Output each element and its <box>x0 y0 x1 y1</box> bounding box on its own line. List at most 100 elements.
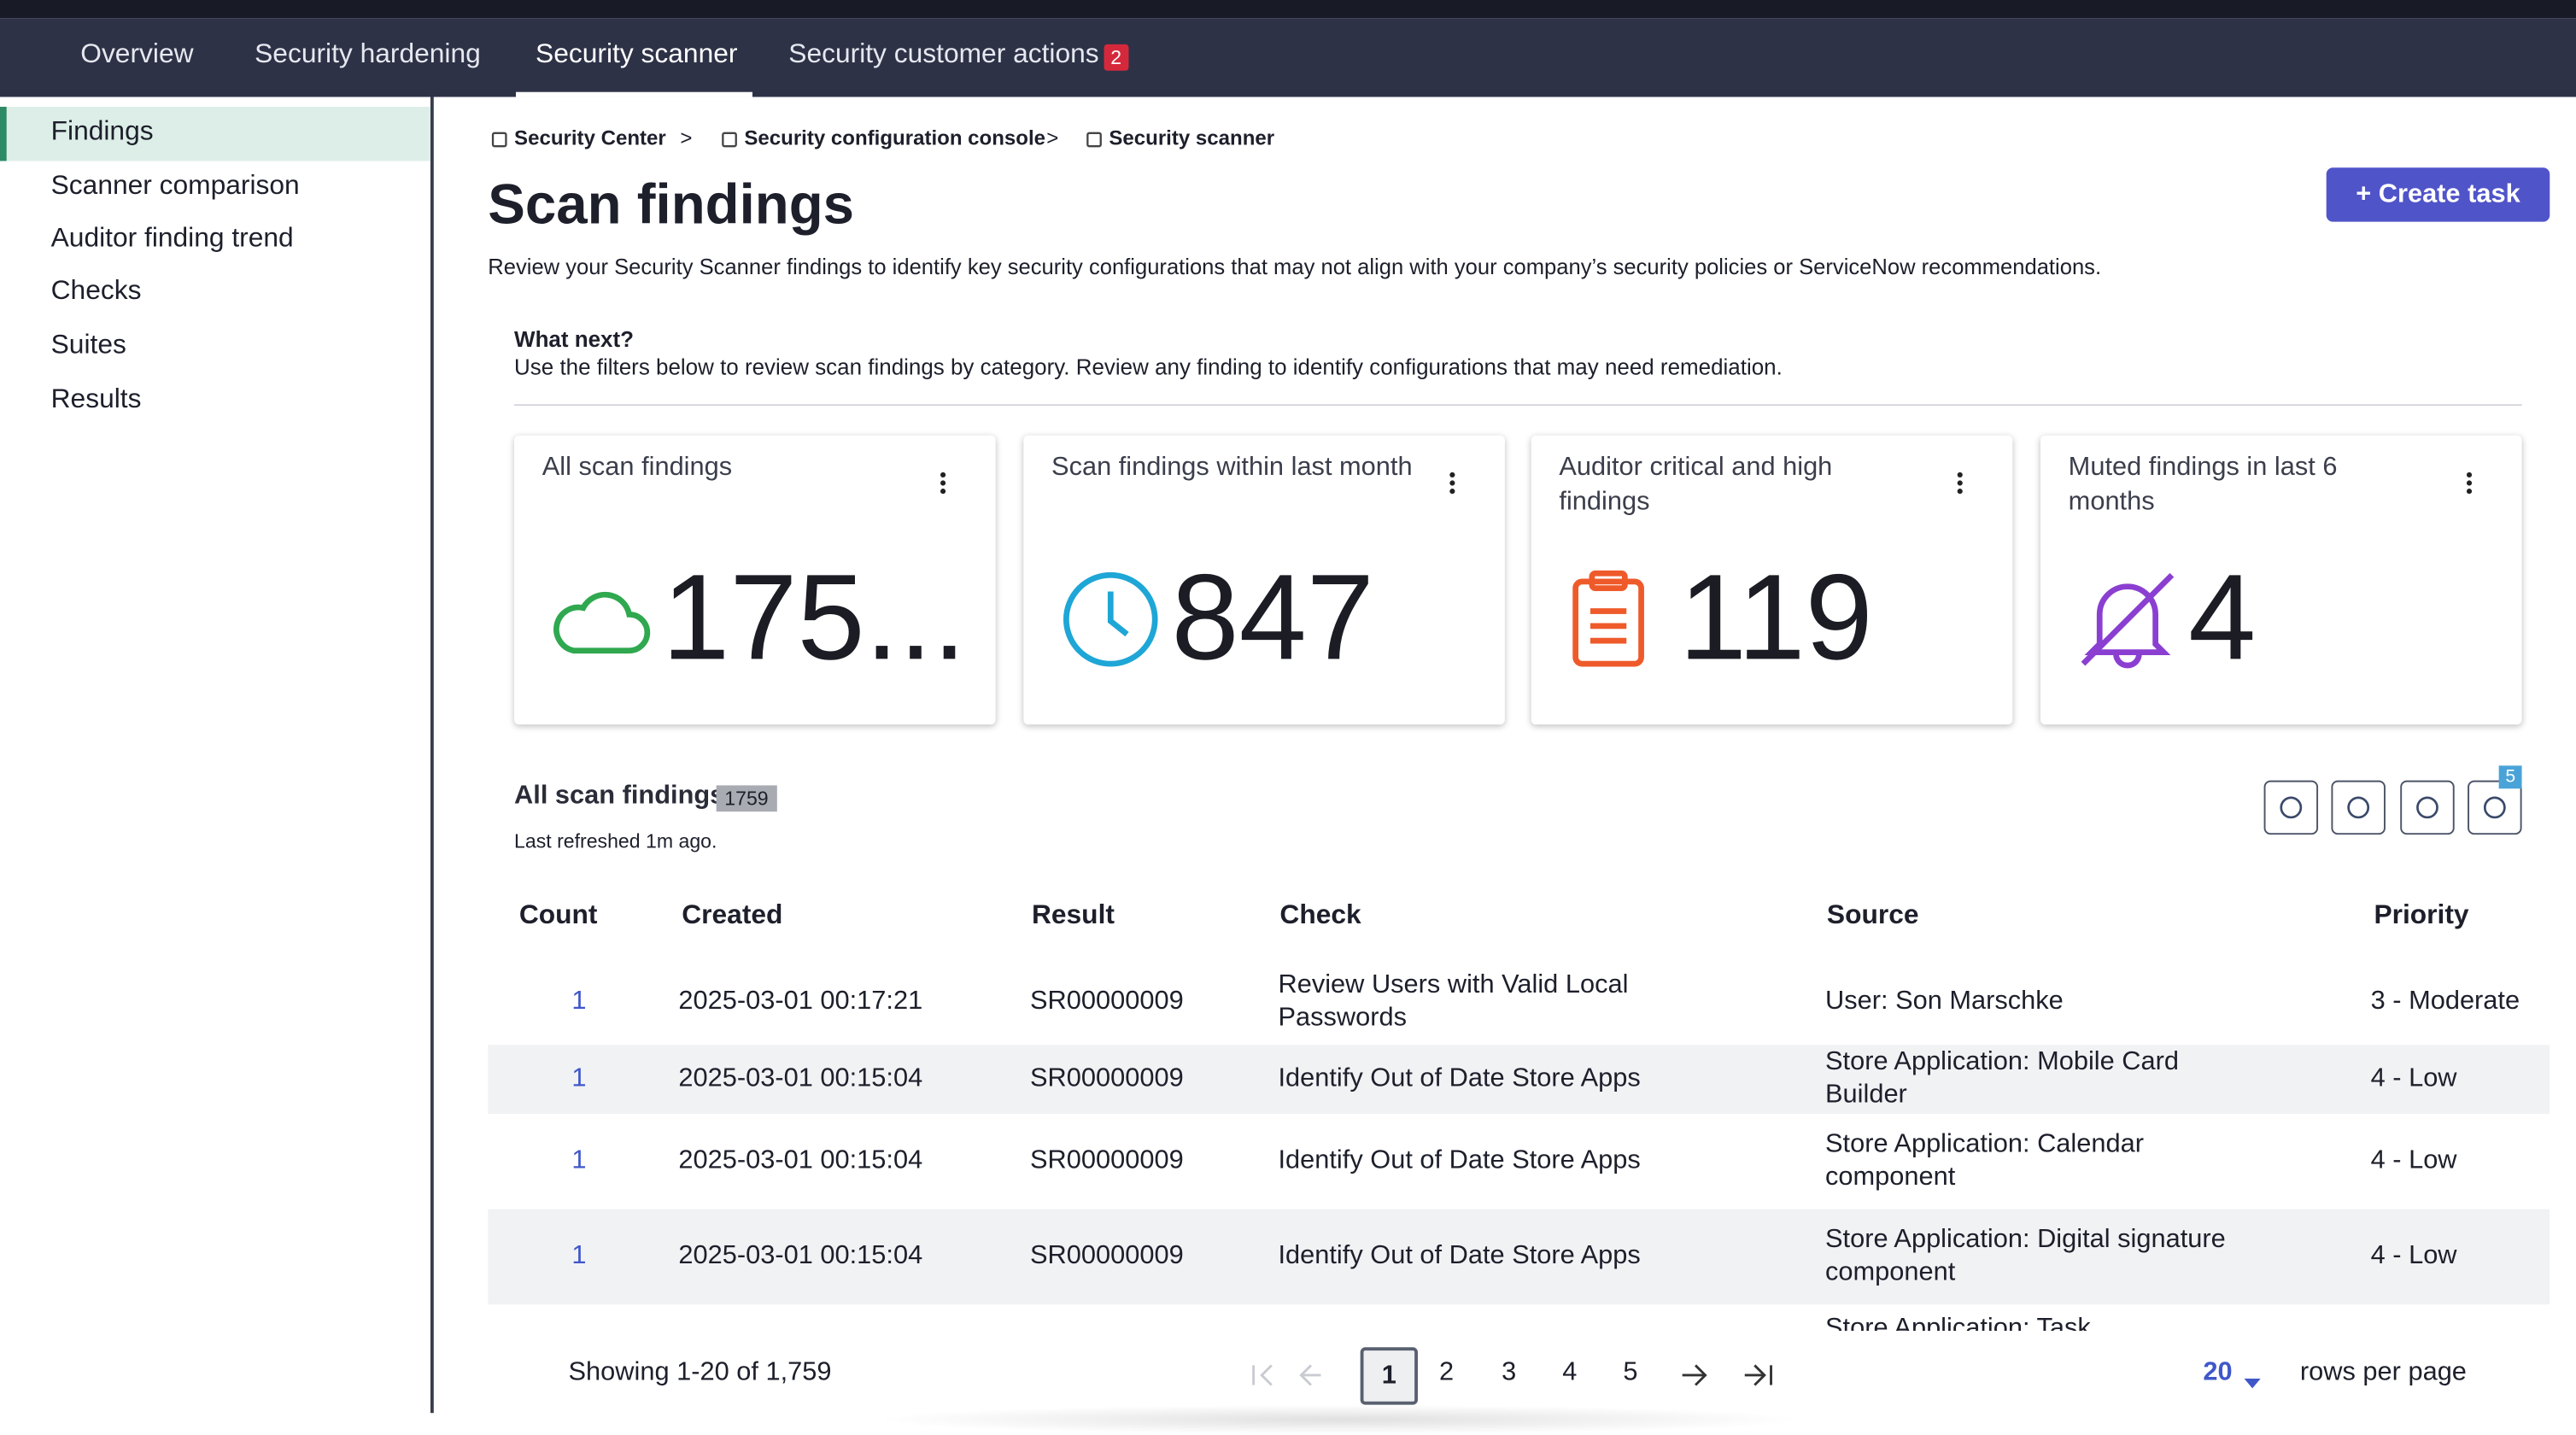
card-title: Auditor critical and high findings <box>1559 453 1833 516</box>
nav-tab[interactable]: Overview <box>80 39 194 69</box>
card-menu <box>940 472 946 503</box>
sidebar <box>0 97 434 1414</box>
toolbar-button[interactable] <box>2263 780 2319 835</box>
cell: 4 - Low <box>2370 1146 2457 1175</box>
breadcrumb[interactable]: Security Center <box>514 126 666 150</box>
column-header: Count <box>518 900 598 930</box>
page-button[interactable]: 5 <box>1623 1358 1638 1387</box>
column-header: Check <box>1279 900 1361 930</box>
breadcrumb[interactable]: Security configuration console <box>744 126 1046 150</box>
metric-card[interactable]: All scan findings 175... <box>514 435 996 725</box>
table-row[interactable] <box>488 958 2550 1046</box>
toolbar-button[interactable] <box>2400 780 2455 835</box>
card-icon <box>2076 569 2178 679</box>
cell: 4 - Low <box>2370 1242 2457 1270</box>
cell: Store Application: Mobile Card Builder <box>1825 1048 2180 1110</box>
sidebar-item[interactable]: Scanner comparison <box>50 171 300 201</box>
table-row[interactable] <box>488 1045 2550 1115</box>
column-header: Source <box>1826 900 1919 930</box>
crumb-icon <box>1085 128 1104 158</box>
page-button[interactable]: 3 <box>1502 1358 1517 1387</box>
page-button[interactable]: 4 <box>1562 1358 1578 1387</box>
card-icon <box>550 578 652 669</box>
cell: Store Application: Calendar component <box>1825 1130 2144 1192</box>
per-page[interactable]: 20 <box>2203 1358 2233 1387</box>
divider <box>514 404 2522 407</box>
nav-tab[interactable]: Security hardening <box>255 39 481 69</box>
card-title: Scan findings within last month <box>1051 453 1413 482</box>
table-row[interactable] <box>488 1114 2550 1210</box>
page-nav <box>1679 1362 1777 1397</box>
count-badge: 1759 <box>716 785 777 812</box>
per-page-label: rows per page <box>2299 1358 2467 1387</box>
toolbar-button[interactable] <box>2468 780 2522 835</box>
card-value: 175... <box>662 548 967 686</box>
what-next-text: Use the filters below to review scan fin… <box>514 354 1783 380</box>
crumb-icon <box>489 128 509 158</box>
cell: SR00000009 <box>1030 1242 1184 1270</box>
page-nav <box>1249 1362 1380 1397</box>
card-value: 847 <box>1171 548 1374 686</box>
cell: 2025-03-01 00:15:04 <box>678 1146 923 1175</box>
cell: 2025-03-01 00:15:04 <box>678 1064 923 1093</box>
card-icon <box>1567 569 1649 679</box>
cell[interactable]: 1 <box>571 1242 587 1270</box>
sidebar-item[interactable]: Checks <box>50 276 142 306</box>
description: Review your Security Scanner findings to… <box>488 255 2102 279</box>
card-menu <box>1957 472 1964 503</box>
cell: SR00000009 <box>1030 1146 1184 1175</box>
nav-tab[interactable]: Security customer actions <box>788 39 1099 69</box>
cell: Identify Out of Date Store Apps <box>1278 1064 1641 1093</box>
table-title: All scan findings <box>514 782 725 811</box>
pagination-bar <box>488 1331 2550 1414</box>
cell[interactable]: 1 <box>571 1146 587 1175</box>
what-next-heading: What next? <box>514 326 634 352</box>
cell: 2025-03-01 00:17:21 <box>678 987 923 1015</box>
page-button[interactable]: 2 <box>1438 1358 1455 1387</box>
refreshed: Last refreshed 1m ago. <box>514 829 717 853</box>
create-task-button[interactable]: + Create task <box>2326 167 2550 222</box>
crumb-sep: > <box>680 126 693 150</box>
selected-item <box>0 107 430 161</box>
cell[interactable]: 1 <box>571 987 587 1015</box>
sidebar-item[interactable]: Auditor finding trend <box>50 223 294 254</box>
column-header: Created <box>682 900 783 930</box>
column-header: Result <box>1031 900 1115 930</box>
metric-card[interactable]: Scan findings within last month 847 <box>1023 435 1505 725</box>
nav-tab[interactable]: Security scanner <box>536 39 738 69</box>
card-menu <box>1449 472 1456 503</box>
active-underline <box>515 91 752 97</box>
table-row[interactable] <box>488 1209 2550 1305</box>
cell: User: Son Marschke <box>1825 987 2064 1015</box>
cell[interactable]: 1 <box>571 1064 587 1093</box>
cell: SR00000009 <box>1030 1064 1184 1093</box>
card-value: 119 <box>1678 548 1873 686</box>
breadcrumb[interactable]: Security scanner <box>1109 126 1275 150</box>
cell: SR00000009 <box>1030 987 1184 1015</box>
card-value: 4 <box>2188 548 2257 686</box>
showing: Showing 1-20 of 1,759 <box>568 1358 832 1387</box>
cell: 4 - Low <box>2370 1064 2457 1093</box>
tab-badge: 2 <box>1104 44 1128 71</box>
cell: 2025-03-01 00:15:04 <box>678 1242 923 1270</box>
toolbar-button[interactable] <box>2331 780 2386 835</box>
footer-shadow <box>870 1404 1807 1435</box>
crumb-sep: > <box>1046 126 1059 150</box>
crumb-icon <box>719 128 739 158</box>
card-icon <box>1060 569 1162 679</box>
metric-card[interactable]: Muted findings in last 6 months 4 <box>2040 435 2522 725</box>
cell: 3 - Moderate <box>2370 987 2520 1015</box>
card-title: All scan findings <box>542 453 733 482</box>
card-menu <box>2466 472 2473 503</box>
page-title: Scan findings <box>488 173 855 237</box>
per-page-caret <box>2244 1367 2261 1397</box>
sidebar-item[interactable]: Findings <box>50 116 154 147</box>
cell: Store Application: Digital signature com… <box>1825 1225 2226 1287</box>
sidebar-item[interactable]: Results <box>50 384 142 414</box>
cell: Identify Out of Date Store Apps <box>1278 1146 1641 1175</box>
page-button[interactable]: 1 <box>1360 1347 1418 1405</box>
sidebar-item[interactable]: Suites <box>50 330 126 360</box>
nav-bar <box>0 18 2576 97</box>
column-header: Priority <box>2374 900 2469 930</box>
